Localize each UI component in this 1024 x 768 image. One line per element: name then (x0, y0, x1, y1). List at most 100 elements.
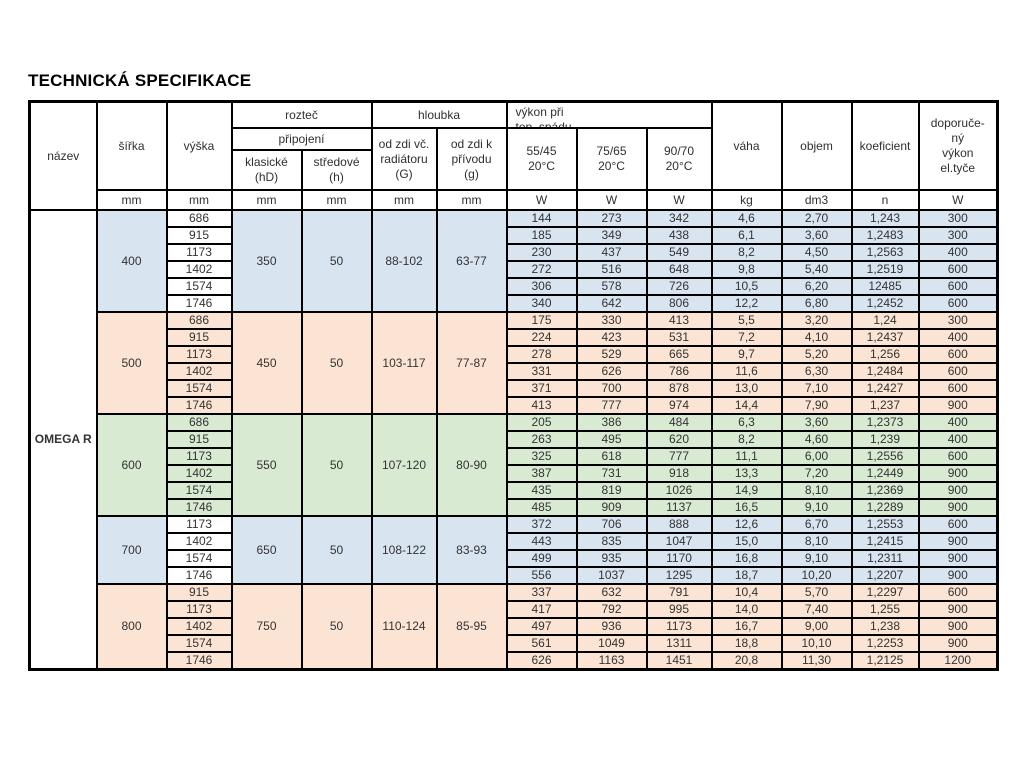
doporuceny-vykon-cell: 900 (917, 634, 999, 653)
koeficient-cell: 1,243 (850, 209, 920, 228)
vykon-9070-cell: 1451 (645, 651, 713, 671)
vykon-9070-cell: 413 (645, 311, 713, 330)
doporuceny-vykon-cell: 400 (917, 413, 999, 432)
header-vykon-text: výkon při tep. spádu (515, 105, 572, 127)
vykon-5545-cell: 372 (505, 515, 578, 534)
vykon-7565-cell: 273 (575, 209, 648, 228)
vykon-5545-cell: 224 (505, 328, 578, 347)
klasicke-cell: 750 (230, 583, 303, 671)
doporuceny-vykon-cell: 900 (917, 464, 999, 483)
objem-cell: 6,20 (780, 277, 853, 296)
spec-table: název šířka výška rozteč hloubka výkon p… (28, 100, 1000, 671)
koeficient-cell: 1,2553 (850, 515, 920, 534)
vykon-5545-cell: 413 (505, 396, 578, 415)
height-cell: 1402 (165, 532, 233, 551)
koeficient-cell: 1,2483 (850, 226, 920, 245)
koeficient-cell: 1,255 (850, 600, 920, 619)
height-cell: 1173 (165, 447, 233, 466)
height-cell: 1173 (165, 243, 233, 262)
vaha-cell: 8,2 (710, 430, 783, 449)
vykon-9070-cell: 484 (645, 413, 713, 432)
vykon-5545-cell: 175 (505, 311, 578, 330)
doporuceny-vykon-cell: 900 (917, 566, 999, 585)
vykon-5545-cell: 278 (505, 345, 578, 364)
doporuceny-vykon-cell: 600 (917, 583, 999, 602)
vykon-7565-cell: 578 (575, 277, 648, 296)
header-vaha: váha (710, 100, 783, 191)
vykon-9070-cell: 1137 (645, 498, 713, 517)
vykon-9070-cell: 620 (645, 430, 713, 449)
objem-cell: 4,50 (780, 243, 853, 262)
hloubka-k-cell: 77-87 (435, 311, 508, 415)
table-row: 1402 497 936 1173 16,7 9,00 1,238 900 (30, 617, 999, 636)
vykon-7565-cell: 632 (575, 583, 648, 602)
doporuceny-vykon-cell: 900 (917, 600, 999, 619)
table-header: název šířka výška rozteč hloubka výkon p… (28, 100, 999, 211)
spec-table-body: OMEGA R 400 686 350 50 88-102 63-77 144 273 342 4,… (28, 209, 999, 671)
vykon-5545-cell: 185 (505, 226, 578, 245)
header-vykon: výkon při tep. spádu (505, 100, 713, 129)
table-row: 800 915 750 50 110-124 85-95 337 632 791 10,4 5,70… (30, 583, 999, 671)
height-cell: 1746 (165, 651, 233, 671)
vykon-9070-cell: 995 (645, 600, 713, 619)
vykon-5545-cell: 331 (505, 362, 578, 381)
height-cell: 915 (165, 583, 233, 602)
vykon-9070-cell: 791 (645, 583, 713, 602)
vaha-cell: 20,8 (710, 651, 783, 671)
height-cell: 1402 (165, 617, 233, 636)
objem-cell: 6,30 (780, 362, 853, 381)
vykon-5545-cell: 443 (505, 532, 578, 551)
unit-hloubka-k: mm (435, 189, 508, 211)
objem-cell: 5,40 (780, 260, 853, 279)
unit-sirka: mm (95, 189, 168, 211)
doporuceny-vykon-cell: 400 (917, 430, 999, 449)
header-hloubka: hloubka (370, 100, 508, 129)
table-row: 1574 499 935 1170 16,8 9,10 1,2311 900 (30, 549, 999, 568)
header-od-zdi-radiatoru: od zdi vč. radiátoru (G) (370, 127, 438, 191)
doporuceny-vykon-cell: 600 (917, 294, 999, 313)
table-row: 1402 443 835 1047 15,0 8,10 1,2415 900 (30, 532, 999, 551)
header-teplota-5545: 55/45 20°C (505, 127, 578, 191)
vaha-cell: 12,6 (710, 515, 783, 534)
objem-cell: 3,60 (780, 226, 853, 245)
stredove-cell: 50 (300, 515, 373, 585)
hloubka-k-cell: 80-90 (435, 413, 508, 517)
objem-cell: 8,10 (780, 481, 853, 500)
vykon-7565-cell: 618 (575, 447, 648, 466)
height-cell: 1574 (165, 549, 233, 568)
vaha-cell: 14,9 (710, 481, 783, 500)
hloubka-g-cell: 88-102 (370, 209, 438, 313)
vaha-cell: 16,8 (710, 549, 783, 568)
height-cell: 1173 (165, 600, 233, 619)
vykon-7565-cell: 792 (575, 600, 648, 619)
height-cell: 1173 (165, 515, 233, 534)
doporuceny-vykon-cell: 900 (917, 498, 999, 517)
vaha-cell: 8,2 (710, 243, 783, 262)
stredove-cell: 50 (300, 311, 373, 415)
vykon-9070-cell: 1047 (645, 532, 713, 551)
objem-cell: 7,20 (780, 464, 853, 483)
objem-cell: 5,20 (780, 345, 853, 364)
hloubka-g-cell: 107-120 (370, 413, 438, 517)
vykon-9070-cell: 806 (645, 294, 713, 313)
vykon-7565-cell: 909 (575, 498, 648, 517)
table-row: 1402 331 626 786 11,6 6,30 1,2484 600 (30, 362, 999, 381)
table-row: 915 224 423 531 7,2 4,10 1,2437 400 (30, 328, 999, 347)
table-row: 1173 325 618 777 11,1 6,00 1,2556 600 (30, 447, 999, 466)
table-row: 700 1173 650 50 108-122 83-93 372 706 888 12,6 6,7… (30, 515, 999, 585)
doporuceny-vykon-cell: 900 (917, 549, 999, 568)
table-row: 915 185 349 438 6,1 3,60 1,2483 300 (30, 226, 999, 245)
height-cell: 1574 (165, 379, 233, 398)
vykon-9070-cell: 888 (645, 515, 713, 534)
vykon-5545-cell: 340 (505, 294, 578, 313)
hloubka-g-cell: 110-124 (370, 583, 438, 671)
vykon-9070-cell: 1170 (645, 549, 713, 568)
hloubka-g-cell: 103-117 (370, 311, 438, 415)
unit-vaha: kg (710, 189, 783, 211)
vykon-5545-cell: 485 (505, 498, 578, 517)
hloubka-g-cell: 108-122 (370, 515, 438, 585)
koeficient-cell: 1,2207 (850, 566, 920, 585)
objem-cell: 9,00 (780, 617, 853, 636)
koeficient-cell: 1,2369 (850, 481, 920, 500)
koeficient-cell: 1,2484 (850, 362, 920, 381)
